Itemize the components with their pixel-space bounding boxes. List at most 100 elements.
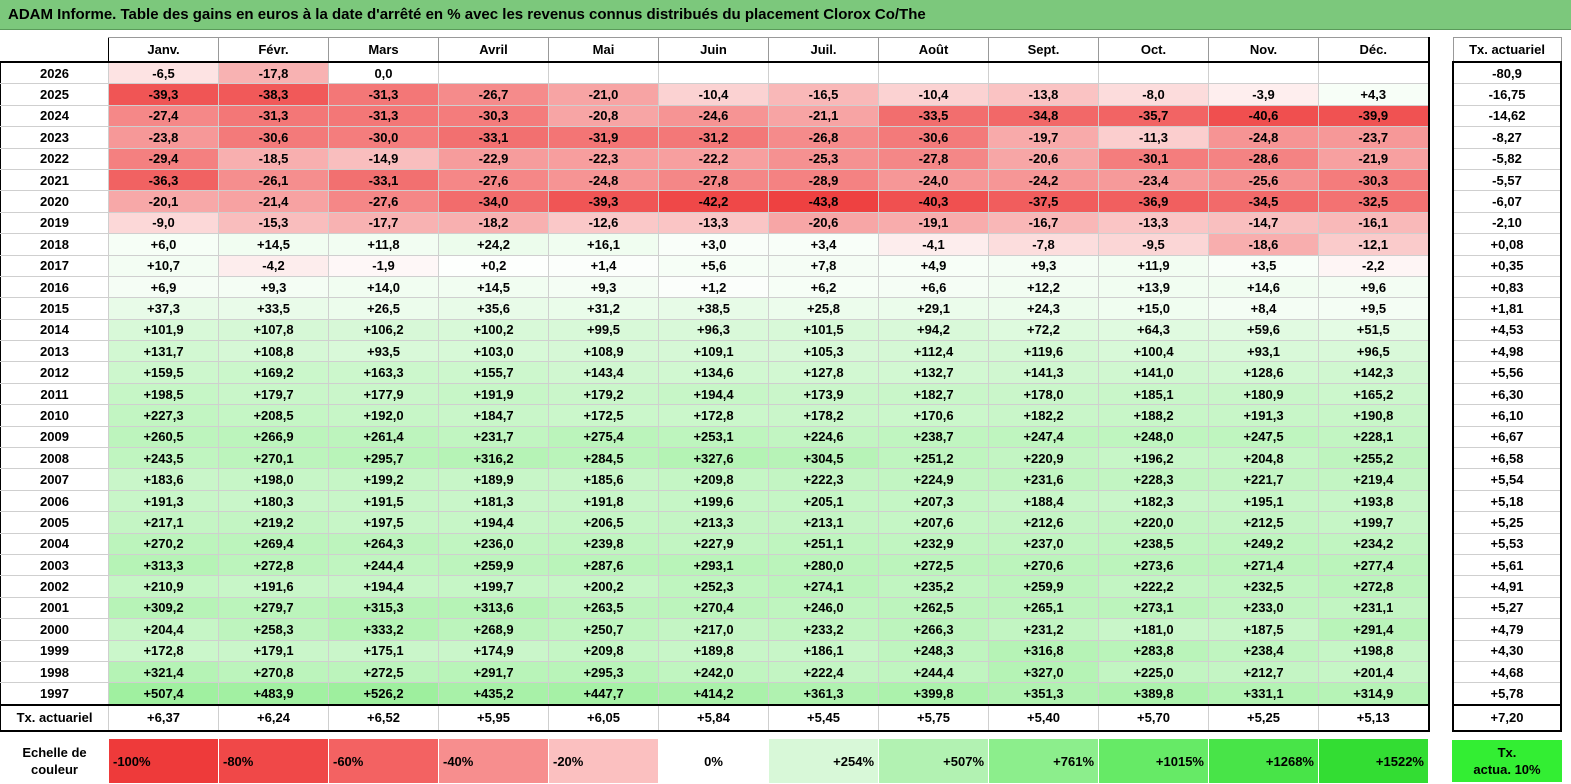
actuarial-row: +0,08 [1452, 233, 1562, 256]
gain-cell: +51,5 [1318, 318, 1430, 342]
gain-cell: -27,8 [658, 168, 769, 192]
actuarial-row: +5,61 [1452, 553, 1562, 577]
gain-cell: +399,8 [878, 682, 989, 706]
gain-cell: +25,8 [768, 297, 879, 320]
gain-cell: +213,1 [768, 511, 879, 534]
gain-cell [658, 61, 769, 85]
actuarial-rate: -80,9 [1452, 61, 1562, 85]
legend-swatch: -40% [438, 738, 549, 784]
gain-cell: +1,4 [548, 254, 659, 277]
gain-cell: +231,6 [988, 468, 1099, 491]
gain-cell: +260,5 [108, 425, 219, 449]
gain-cell: +29,1 [878, 297, 989, 320]
gain-cell [1208, 61, 1319, 85]
gain-cell: +220,9 [988, 447, 1099, 470]
gain-cell: +185,1 [1098, 382, 1209, 406]
table-row: 2007 +183,6 +198,0 +199,2 +189,9 +185,6 +209,8… [0, 468, 1430, 491]
gain-cell: +100,2 [438, 318, 549, 342]
gain-cell: +234,2 [1318, 532, 1430, 555]
actuarial-row: +0,35 [1452, 254, 1562, 277]
year-label: 2001 [0, 596, 109, 620]
gain-cell: +24,3 [988, 297, 1099, 320]
gain-cell: +64,3 [1098, 318, 1209, 342]
month-header: Sept. [988, 37, 1099, 63]
table-row: 2013 +131,7 +108,8 +93,5 +103,0 +108,9 +109,1 +… [0, 340, 1430, 363]
gain-cell: +206,5 [548, 511, 659, 534]
gain-cell: +255,2 [1318, 447, 1430, 470]
gain-cell: +59,6 [1208, 318, 1319, 342]
year-label: 1999 [0, 639, 109, 662]
gain-cell: +447,7 [548, 682, 659, 706]
gain-cell: -31,3 [218, 104, 329, 128]
gain-cell: +142,3 [1318, 361, 1430, 384]
gain-cell: -37,5 [988, 190, 1099, 213]
gain-cell: +192,0 [328, 404, 439, 427]
gain-cell: +261,4 [328, 425, 439, 449]
year-label: 2011 [0, 382, 109, 406]
actuarial-rate: +0,83 [1452, 275, 1562, 299]
gain-cell: +6,9 [108, 275, 219, 299]
gain-cell: +189,8 [658, 639, 769, 662]
gain-cell: +107,8 [218, 318, 329, 342]
gain-cell: +179,7 [218, 382, 329, 406]
gain-cell: +233,2 [768, 618, 879, 641]
gain-cell: -24,8 [1208, 126, 1319, 149]
gain-cell: +163,3 [328, 361, 439, 384]
gain-cell: +220,0 [1098, 511, 1209, 534]
gain-cell: -20,6 [988, 147, 1099, 170]
footer-rate-cell: +6,24 [218, 704, 329, 732]
gain-cell: +228,1 [1318, 425, 1430, 449]
table-row: 2003 +313,3 +272,8 +244,4 +259,9 +287,6 +293,1… [0, 553, 1430, 577]
gain-cell [768, 61, 879, 85]
gain-cell: +14,5 [218, 233, 329, 256]
footer-rate-cell: +5,84 [658, 704, 769, 732]
gain-cell: +15,0 [1098, 297, 1209, 320]
gain-cell: -36,3 [108, 168, 219, 192]
table-row: 2016 +6,9 +9,3 +14,0 +14,5 +9,3 +1,2 +6,2 +6,6 +1… [0, 275, 1430, 299]
year-label: 2021 [0, 168, 109, 192]
actuarial-rate-table: Tx. actuariel -80,9 -16,75 -14,62 -8,27 -5,8… [1452, 37, 1562, 732]
gain-cell: +249,2 [1208, 532, 1319, 555]
table-row: 2019 -9,0 -15,3 -17,7 -18,2 -12,6 -13,3 -20,6 -1… [0, 211, 1430, 235]
legend-swatch: -80% [218, 738, 329, 784]
gain-cell: +205,1 [768, 489, 879, 513]
table-row: 1997 +507,4 +483,9 +526,2 +435,2 +447,7 +414,2… [0, 682, 1430, 706]
gain-cell: -25,6 [1208, 168, 1319, 192]
gain-cell: -24,6 [658, 104, 769, 128]
table-row: 2011 +198,5 +179,7 +177,9 +191,9 +179,2 +194,4… [0, 382, 1430, 406]
actuarial-row: +5,78 [1452, 682, 1562, 706]
legend-swatch: -60% [328, 738, 439, 784]
gain-cell: +238,4 [1208, 639, 1319, 662]
gain-cell: +235,2 [878, 575, 989, 598]
gain-cell: +284,5 [548, 447, 659, 470]
table-row: 2024 -27,4 -31,3 -31,3 -30,3 -20,8 -24,6 -21,1-… [0, 104, 1430, 128]
footer-rate-cell: +5,95 [438, 704, 549, 732]
gain-cell: +221,7 [1208, 468, 1319, 491]
month-header: Janv. [108, 37, 219, 63]
gain-cell: -17,8 [218, 61, 329, 85]
gain-cell: +274,1 [768, 575, 879, 598]
gain-cell: +270,2 [108, 532, 219, 555]
gain-cell: +279,7 [218, 596, 329, 620]
year-label: 1997 [0, 682, 109, 706]
actuarial-total: +7,20 [1452, 704, 1562, 732]
month-header: Mai [548, 37, 659, 63]
gain-cell: -22,3 [548, 147, 659, 170]
gain-cell: +178,0 [988, 382, 1099, 406]
gain-cell: +270,1 [218, 447, 329, 470]
gain-cell [878, 61, 989, 85]
gain-cell: +0,2 [438, 254, 549, 277]
gain-cell: +188,2 [1098, 404, 1209, 427]
gain-cell: +239,8 [548, 532, 659, 555]
gain-cell: +389,8 [1098, 682, 1209, 706]
gain-cell: +108,8 [218, 340, 329, 363]
actuarial-rate: +5,61 [1452, 553, 1562, 577]
gain-cell: +189,9 [438, 468, 549, 491]
legend-act-line2: actua. 10% [1473, 762, 1541, 777]
gain-cell: +227,3 [108, 404, 219, 427]
gain-cell: +212,7 [1208, 660, 1319, 684]
month-header: Août [878, 37, 989, 63]
gain-cell: +304,5 [768, 447, 879, 470]
gain-cell: -34,8 [988, 104, 1099, 128]
gain-cell: -10,4 [878, 83, 989, 106]
